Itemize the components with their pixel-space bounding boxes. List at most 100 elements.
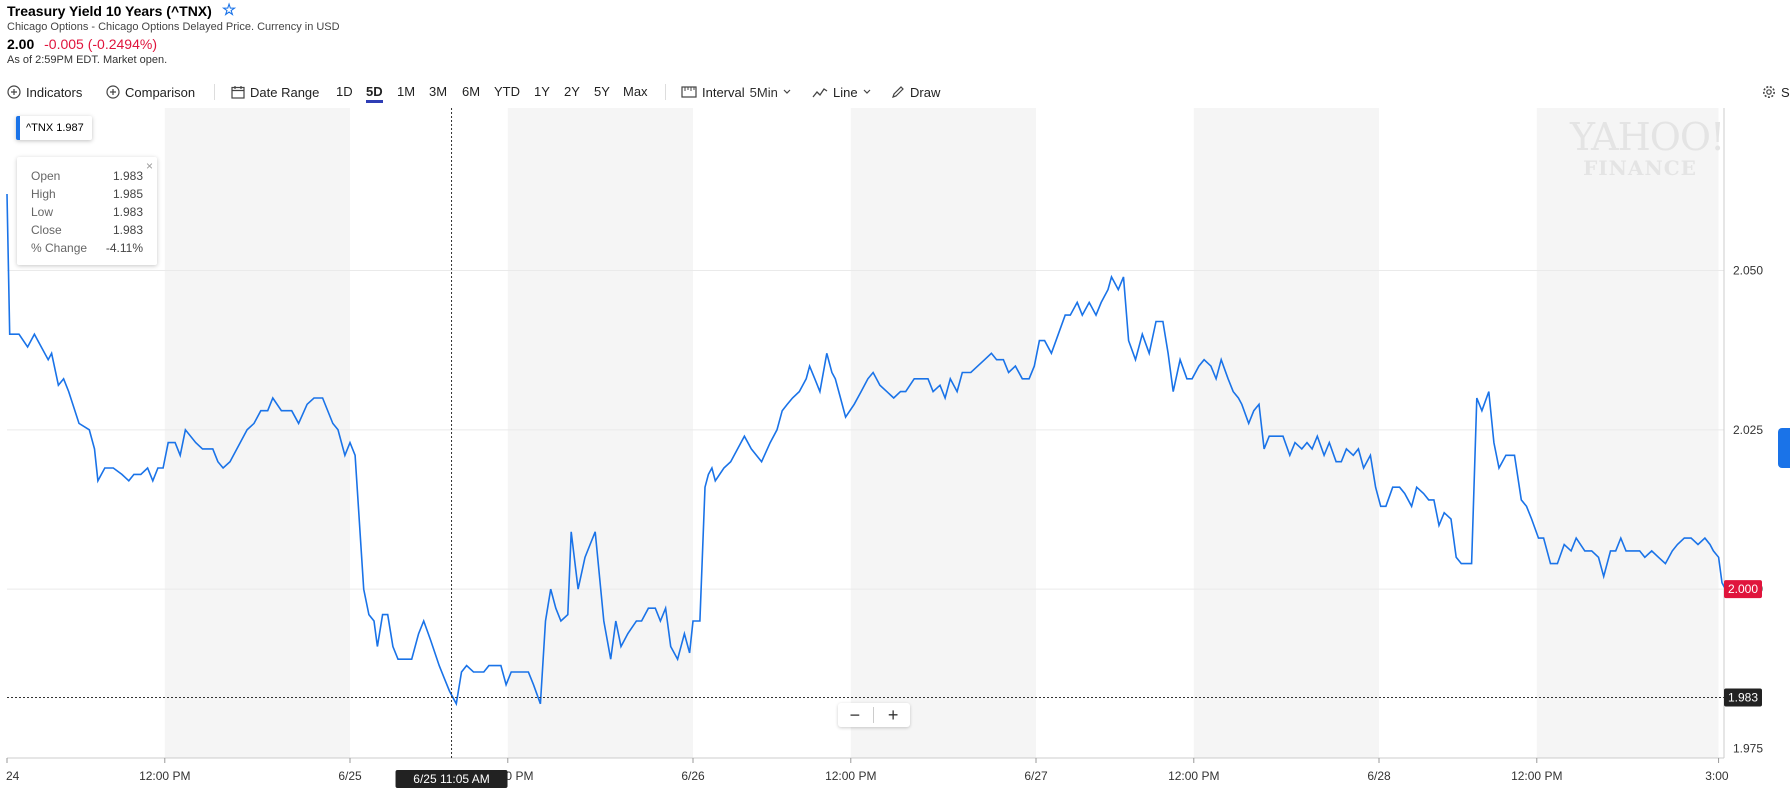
- range-max[interactable]: Max: [623, 84, 648, 99]
- quote-source: Chicago Options - Chicago Options Delaye…: [7, 21, 340, 33]
- ohlc-value: -4.11%: [105, 241, 143, 255]
- ohlc-row-open: Open 1.983: [31, 169, 143, 187]
- ohlc-label: Low: [31, 205, 54, 219]
- range-1d[interactable]: 1D: [336, 84, 353, 99]
- toolbar-divider: [214, 84, 215, 100]
- y-tick-label: 2.050: [1733, 264, 1763, 278]
- date-range-label: Date Range: [250, 84, 320, 100]
- ohlc-row-close: Close 1.983: [31, 223, 143, 241]
- session-shade: [507, 108, 693, 758]
- x-tick-label: 12:00 PM: [139, 769, 190, 783]
- comparison-label: Comparison: [125, 84, 196, 100]
- chart-type-dropdown[interactable]: Line: [812, 80, 871, 104]
- ohlc-value: 1.983: [112, 223, 143, 237]
- session-shade: [164, 108, 350, 758]
- logo-line1: YAHOO!: [1570, 115, 1725, 159]
- x-tick-label: 12:00 PM: [825, 769, 876, 783]
- draw-button[interactable]: Draw: [891, 80, 940, 104]
- current-price-label: 2.000: [1728, 582, 1758, 596]
- range-5d[interactable]: 5D: [366, 80, 383, 104]
- range-3m[interactable]: 3M: [429, 84, 448, 99]
- ohlc-label: Close: [31, 223, 62, 237]
- quote-header: Treasury Yield 10 Years (^TNX) ☆ Chicago…: [7, 2, 340, 67]
- logo-line2: FINANCE: [1583, 156, 1697, 180]
- y-tick-label: 1.975: [1733, 741, 1763, 755]
- pencil-icon: [892, 86, 904, 98]
- y-tick-label: 2.025: [1733, 423, 1763, 437]
- range-ytd[interactable]: YTD: [494, 84, 520, 99]
- range-1y[interactable]: 1Y: [534, 84, 550, 99]
- indicators-label: Indicators: [26, 84, 83, 100]
- x-tick-label: 6/28: [1367, 769, 1391, 783]
- ohlc-value: 1.985: [112, 187, 143, 201]
- session-shading: [164, 108, 1719, 758]
- x-tick-label: 12:00 PM: [1511, 769, 1562, 783]
- ohlc-value: 1.983: [112, 169, 143, 183]
- toolbar-divider: [665, 84, 666, 100]
- legend-label: ^TNX 1.987: [26, 122, 84, 134]
- interval-value: 5Min: [749, 84, 778, 100]
- zoom-controls: − +: [838, 703, 910, 727]
- range-2y[interactable]: 2Y: [564, 84, 580, 99]
- line-chart-icon: [812, 88, 828, 98]
- chart-toolbar: Indicators Comparison Date Range 1D 5D 1…: [0, 80, 1790, 104]
- interval-label: Interval: [702, 84, 745, 100]
- zoom-out-button[interactable]: −: [849, 704, 861, 725]
- ohlc-label: Open: [31, 169, 61, 183]
- x-tick-label: 6/25: [338, 769, 362, 783]
- date-range-button[interactable]: Date Range: [231, 80, 319, 104]
- draw-label: Draw: [910, 84, 941, 100]
- price-chart[interactable]: 2.050 2.025 2.000 1.975 24 12:00 PM 6/25 12:00…: [0, 106, 1790, 802]
- ohlc-tooltip: × Open 1.983 High 1.985 Low 1.983 Close 1.98…: [17, 157, 157, 265]
- comparison-button[interactable]: Comparison: [106, 80, 195, 104]
- ohlc-label: % Change: [31, 241, 88, 255]
- page-title: Treasury Yield 10 Years (^TNX) ☆: [7, 2, 340, 20]
- crosshair-date-tag: 6/25 11:05 AM: [395, 770, 508, 788]
- settings-button[interactable]: S: [1762, 80, 1790, 104]
- range-6m[interactable]: 6M: [462, 84, 481, 99]
- crosshair-price-tag: 1.983: [1724, 688, 1762, 707]
- ohlc-label: High: [31, 187, 56, 201]
- ohlc-row-change: % Change -4.11%: [31, 241, 143, 259]
- plus-circle-icon: [7, 85, 21, 99]
- ruler-icon: [681, 86, 697, 98]
- x-tick-label: 6/26: [681, 769, 705, 783]
- plus-circle-icon: [106, 85, 120, 99]
- crosshair-price-label: 1.983: [1728, 690, 1758, 704]
- gear-icon: [1763, 86, 1775, 98]
- close-icon[interactable]: ×: [145, 159, 153, 173]
- series-line-tnx: [6, 193, 1737, 707]
- x-tick-label: 6/27: [1024, 769, 1048, 783]
- x-tick-label: 12:00 PM: [1168, 769, 1219, 783]
- yahoo-finance-logo: YAHOO! FINANCE: [1570, 115, 1725, 180]
- star-icon[interactable]: ☆: [221, 2, 237, 19]
- quote-title: Treasury Yield 10 Years (^TNX): [7, 3, 212, 19]
- gridlines: [7, 270, 1724, 590]
- crosshair-date-label: 6/25 11:05 AM: [413, 772, 490, 786]
- range-5y[interactable]: 5Y: [594, 84, 610, 99]
- chart-type-label: Line: [833, 84, 858, 100]
- settings-label: S: [1781, 84, 1790, 100]
- zoom-in-button[interactable]: +: [887, 704, 899, 725]
- ohlc-row-high: High 1.985: [31, 187, 143, 205]
- interval-dropdown[interactable]: Interval 5Min: [681, 80, 791, 104]
- chevron-down-icon: [863, 89, 871, 94]
- ohlc-row-low: Low 1.983: [31, 205, 143, 223]
- price-change: -0.005 (-0.2494%): [44, 36, 157, 52]
- series-legend[interactable]: ^TNX 1.987: [16, 116, 92, 140]
- zoom-divider: [873, 707, 875, 723]
- legend-color-bar: [16, 116, 20, 140]
- range-1m[interactable]: 1M: [397, 84, 416, 99]
- indicators-button[interactable]: Indicators: [7, 80, 82, 104]
- session-shade: [1193, 108, 1379, 758]
- price-row: 2.00 -0.005 (-0.2494%): [7, 36, 340, 52]
- x-tick-label: 24: [6, 769, 20, 783]
- calendar-icon: [231, 86, 245, 99]
- session-shade: [850, 108, 1036, 758]
- expand-panel-button[interactable]: [1778, 428, 1790, 468]
- as-of-timestamp: As of 2:59PM EDT. Market open.: [7, 54, 168, 66]
- current-price-tag: 2.000: [1724, 580, 1762, 599]
- ohlc-value: 1.983: [112, 205, 143, 219]
- session-shade: [1536, 108, 1719, 758]
